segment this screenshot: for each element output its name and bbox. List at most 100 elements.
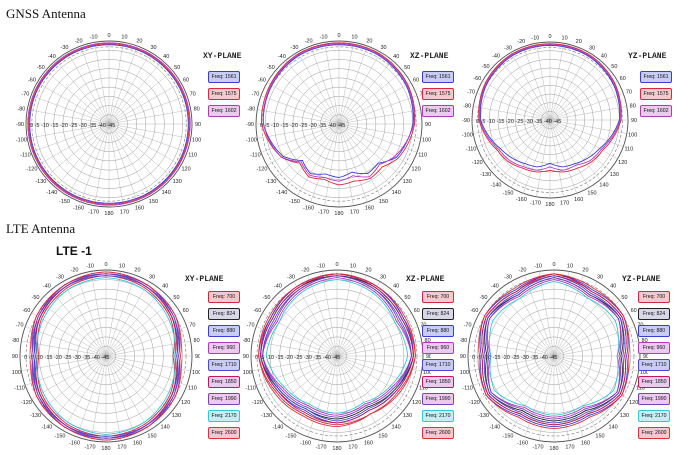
angle-tick-label: 130 — [610, 172, 619, 178]
angle-tick-label: -60 — [473, 76, 481, 82]
angle-tick-label: -100 — [462, 133, 473, 139]
grid-spoke — [338, 123, 411, 166]
angle-tick-label: 170 — [120, 210, 129, 216]
grid-spoke — [80, 123, 110, 203]
angle-tick-label: -120 — [21, 400, 32, 406]
angle-tick-label: -70 — [247, 323, 255, 329]
angle-tick-label: 80 — [194, 107, 200, 113]
lte-yz-plane-title: YZ-PLANE — [622, 275, 661, 284]
grid-spoke — [549, 119, 590, 188]
lte-yz-svg: 0102030405060708090100110120130140150160… — [458, 262, 649, 452]
grid-spoke — [523, 46, 551, 121]
angle-tick-label: 170 — [117, 445, 126, 450]
grid-spoke — [27, 123, 110, 139]
angle-tick-label: 80 — [642, 338, 648, 344]
grid-spoke — [108, 123, 163, 188]
angle-tick-label: -90 — [12, 354, 18, 360]
grid-spoke — [549, 119, 564, 197]
angle-tick-label: -80 — [247, 107, 255, 113]
grid-spoke — [108, 82, 181, 125]
angle-tick-label: 70 — [626, 89, 632, 95]
angle-tick-label: -170 — [88, 210, 99, 216]
series-line — [478, 273, 630, 430]
grid-spoke — [108, 123, 138, 203]
angle-tick-label: 160 — [574, 197, 583, 203]
grid-spoke — [257, 109, 340, 125]
angle-tick-label: 80 — [425, 338, 431, 344]
angle-tick-label: -120 — [469, 400, 480, 406]
angle-tick-label: -60 — [470, 308, 478, 314]
angle-tick-label: -170 — [530, 201, 541, 207]
legend-entry: Freq: 1602 — [422, 105, 454, 117]
grid-spoke — [338, 70, 403, 125]
grid-spoke — [108, 60, 163, 125]
angle-tick-label: -150 — [502, 434, 513, 440]
angle-tick-label: -130 — [35, 179, 46, 185]
angle-tick-label: -10 — [531, 35, 539, 41]
angle-tick-label: -90 — [246, 122, 254, 128]
legend-entry: Freq: 1602 — [640, 105, 672, 117]
grid-spoke — [338, 109, 421, 125]
radial-scale-label: 0 -5 -10 -15 -20 -25 -30 -35 -40 -45 — [255, 355, 340, 361]
grid-spoke — [27, 109, 110, 125]
grid-spoke — [55, 123, 110, 188]
grid-spoke — [336, 289, 393, 357]
angle-tick-label: 110 — [636, 385, 645, 391]
angle-tick-label: -60 — [253, 308, 261, 314]
angle-tick-label: 170 — [560, 201, 569, 207]
angle-tick-label: -40 — [274, 284, 282, 290]
angle-tick-label: -80 — [17, 107, 25, 113]
angle-tick-label: -160 — [69, 440, 80, 446]
angle-tick-label: 170 — [565, 445, 574, 450]
grid-spoke — [105, 312, 181, 357]
grid-spoke — [275, 123, 340, 178]
grid-spoke — [285, 60, 340, 125]
grid-spoke — [510, 281, 555, 357]
series-line — [488, 281, 620, 416]
series-line — [28, 43, 190, 205]
angle-tick-label: -120 — [252, 400, 263, 406]
grid-spoke — [307, 355, 338, 437]
angle-tick-label: 10 — [567, 263, 573, 269]
angle-tick-label: -100 — [16, 137, 27, 143]
angle-tick-label: -10 — [90, 34, 98, 40]
angle-tick-label: -10 — [86, 263, 94, 269]
legend-entry: Freq: 1850 — [638, 376, 670, 388]
angle-tick-label: -10 — [534, 263, 542, 269]
grid-spoke — [62, 281, 107, 357]
legend-entry: Freq: 960 — [422, 342, 454, 354]
legend-entry: Freq: 880 — [638, 325, 670, 337]
grid-spoke — [479, 355, 555, 400]
grid-spoke — [476, 93, 551, 121]
grid-spoke — [510, 119, 551, 188]
grid-spoke — [105, 271, 122, 357]
grid-spoke — [336, 355, 393, 423]
grid-spoke — [336, 355, 367, 437]
angle-tick-label: -130 — [30, 413, 41, 419]
legend-entry: Freq: 2170 — [422, 410, 454, 422]
angle-tick-label: 40 — [601, 54, 607, 60]
lte-xz-svg: 0102030405060708090100110120130140150160… — [241, 262, 432, 452]
grid-spoke — [338, 123, 368, 203]
legend-entry: Freq: 700 — [638, 291, 670, 303]
angle-tick-label: 150 — [587, 191, 596, 197]
legend-entry: Freq: 2170 — [638, 410, 670, 422]
angle-tick-label: -100 — [460, 370, 469, 376]
grid-spoke — [39, 300, 107, 357]
grid-spoke — [338, 60, 393, 125]
legend-entry: Freq: 1850 — [208, 376, 240, 388]
angle-tick-label: -60 — [28, 78, 36, 84]
grid-spoke — [105, 355, 136, 437]
angle-tick-label: 100 — [192, 370, 200, 376]
angle-tick-label: -10 — [320, 34, 328, 40]
grid-spoke — [553, 281, 598, 357]
grid-spoke — [490, 69, 551, 121]
series-line — [27, 42, 191, 206]
angle-tick-label: 40 — [163, 54, 169, 60]
grid-spoke — [281, 289, 338, 357]
grid-spoke — [549, 60, 601, 121]
lte-subtitle: LTE -1 — [56, 244, 92, 258]
grid-spoke — [105, 275, 136, 357]
grid-spoke — [262, 312, 338, 357]
grid-spoke — [39, 355, 107, 412]
